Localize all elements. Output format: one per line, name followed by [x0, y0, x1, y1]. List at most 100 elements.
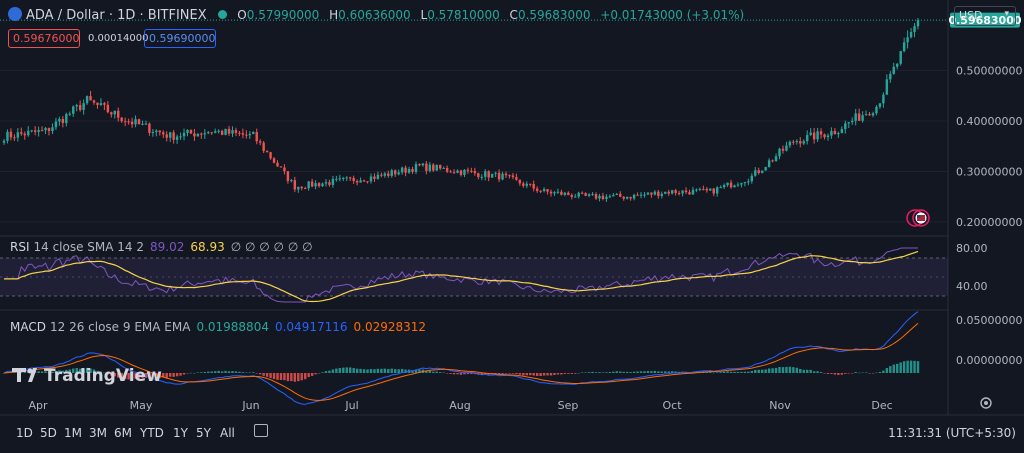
candle-body	[297, 186, 300, 190]
macd-histogram-bar	[612, 371, 615, 373]
candle-body	[674, 190, 677, 194]
rsi-label[interactable]: RSI	[10, 240, 30, 254]
macd-histogram-bar	[767, 368, 771, 373]
candle-body	[13, 137, 16, 139]
candle-body	[522, 183, 525, 186]
macd-histogram-bar	[168, 373, 172, 377]
macd-histogram-bar	[130, 373, 134, 380]
macd-histogram-bar	[899, 362, 902, 373]
candle-body	[172, 132, 175, 140]
rsi-tick: 80.00	[956, 242, 988, 255]
timeframe-button-3m[interactable]: 3M	[89, 426, 107, 440]
timeframe-button-1d[interactable]: 1D	[16, 426, 33, 440]
candle-body	[591, 194, 594, 196]
candle-body	[518, 179, 522, 184]
candle-body	[567, 192, 570, 196]
timeframe-button-5d[interactable]: 5D	[40, 426, 57, 440]
macd-histogram-bar	[719, 372, 722, 373]
timeframe-button-5y[interactable]: 5Y	[196, 426, 211, 440]
candle-body	[165, 134, 168, 138]
macd-histogram-bar	[324, 371, 328, 373]
candle-body	[272, 158, 276, 163]
currency-select[interactable]: USD ▾	[954, 6, 1016, 26]
macd-histogram-bar	[643, 371, 646, 373]
macd-histogram-bar	[272, 373, 276, 380]
candle-body	[435, 164, 438, 171]
candle-body	[186, 130, 189, 133]
macd-label[interactable]: MACD	[10, 320, 46, 334]
candle-body	[806, 134, 809, 142]
macd-hist-value: 0.01988804	[196, 320, 269, 334]
candle-body	[37, 130, 40, 132]
candle-body	[27, 130, 30, 136]
macd-histogram-bar	[137, 373, 141, 379]
symbol-title[interactable]: ADA / Dollar · 1D · BITFINEX	[26, 8, 207, 23]
candle-body	[584, 193, 587, 196]
candle-body	[162, 132, 165, 135]
candle-body	[622, 196, 625, 199]
time-tick: Jul	[344, 399, 358, 412]
macd-histogram-bar	[78, 368, 82, 373]
macd-histogram-bar	[155, 373, 158, 379]
candle-body	[643, 194, 646, 196]
macd-histogram-bar	[224, 370, 227, 373]
macd-histogram-bar	[120, 373, 123, 379]
candle-body	[736, 184, 740, 186]
candle-body	[283, 167, 286, 172]
macd-histogram-bar	[906, 360, 909, 373]
candle-body	[889, 73, 892, 80]
candle-body	[823, 134, 826, 138]
macd-histogram-bar	[646, 370, 650, 373]
candle-body	[826, 135, 830, 138]
events-flag-icon[interactable]	[906, 209, 930, 227]
timeframe-button-1m[interactable]: 1M	[64, 426, 82, 440]
macd-histogram-bar	[809, 369, 812, 373]
macd-histogram-bar	[501, 373, 504, 374]
price-tick: 0.40000000	[956, 115, 1022, 128]
sell-price-button[interactable]: 0.59676000	[8, 29, 80, 48]
timeframe-button-1y[interactable]: 1Y	[173, 426, 188, 440]
candle-body	[265, 150, 269, 153]
macd-histogram-bar	[466, 373, 470, 375]
candle-body	[882, 94, 885, 104]
time-tick: Aug	[449, 399, 470, 412]
macd-histogram-bar	[300, 373, 303, 381]
macd-histogram-bar	[830, 373, 833, 374]
macd-histogram-bar	[123, 373, 127, 380]
macd-histogram-bar	[200, 372, 203, 373]
settings-gear-icon[interactable]	[980, 397, 992, 409]
macd-histogram-bar	[484, 373, 487, 375]
candle-body	[473, 171, 477, 174]
candle-body	[750, 175, 754, 182]
macd-histogram-bar	[182, 373, 186, 375]
candle-body	[670, 190, 674, 194]
candle-body	[182, 132, 186, 137]
macd-histogram-bar	[861, 372, 864, 374]
candle-body	[442, 167, 445, 169]
candle-body	[110, 112, 113, 115]
candle-body	[726, 182, 729, 186]
macd-histogram-bar	[574, 373, 577, 374]
candle-body	[189, 130, 193, 134]
candle-body	[376, 174, 380, 179]
tradingview-logo: TradingView	[12, 366, 162, 386]
timeframe-button-6m[interactable]: 6M	[114, 426, 132, 440]
candle-body	[767, 160, 771, 168]
macd-histogram-bar	[916, 361, 920, 373]
last-price-badge	[950, 12, 1020, 28]
timeframe-button-ytd[interactable]: YTD	[140, 426, 164, 440]
clock-label[interactable]: 11:31:31 (UTC+5:30)	[888, 426, 1016, 440]
candle-body	[490, 173, 494, 178]
candle-body	[771, 160, 774, 162]
buy-price-button[interactable]: 0.59690000	[144, 29, 216, 48]
macd-histogram-bar	[494, 373, 497, 374]
macd-histogram-bar	[359, 368, 362, 373]
candle-body	[864, 114, 868, 116]
candle-body	[456, 170, 459, 173]
candle-body	[743, 182, 747, 184]
timeframe-button-all[interactable]: All	[220, 426, 235, 440]
macd-histogram-bar	[2, 373, 6, 374]
date-range-icon[interactable]	[254, 424, 268, 437]
candle-body	[85, 96, 89, 104]
